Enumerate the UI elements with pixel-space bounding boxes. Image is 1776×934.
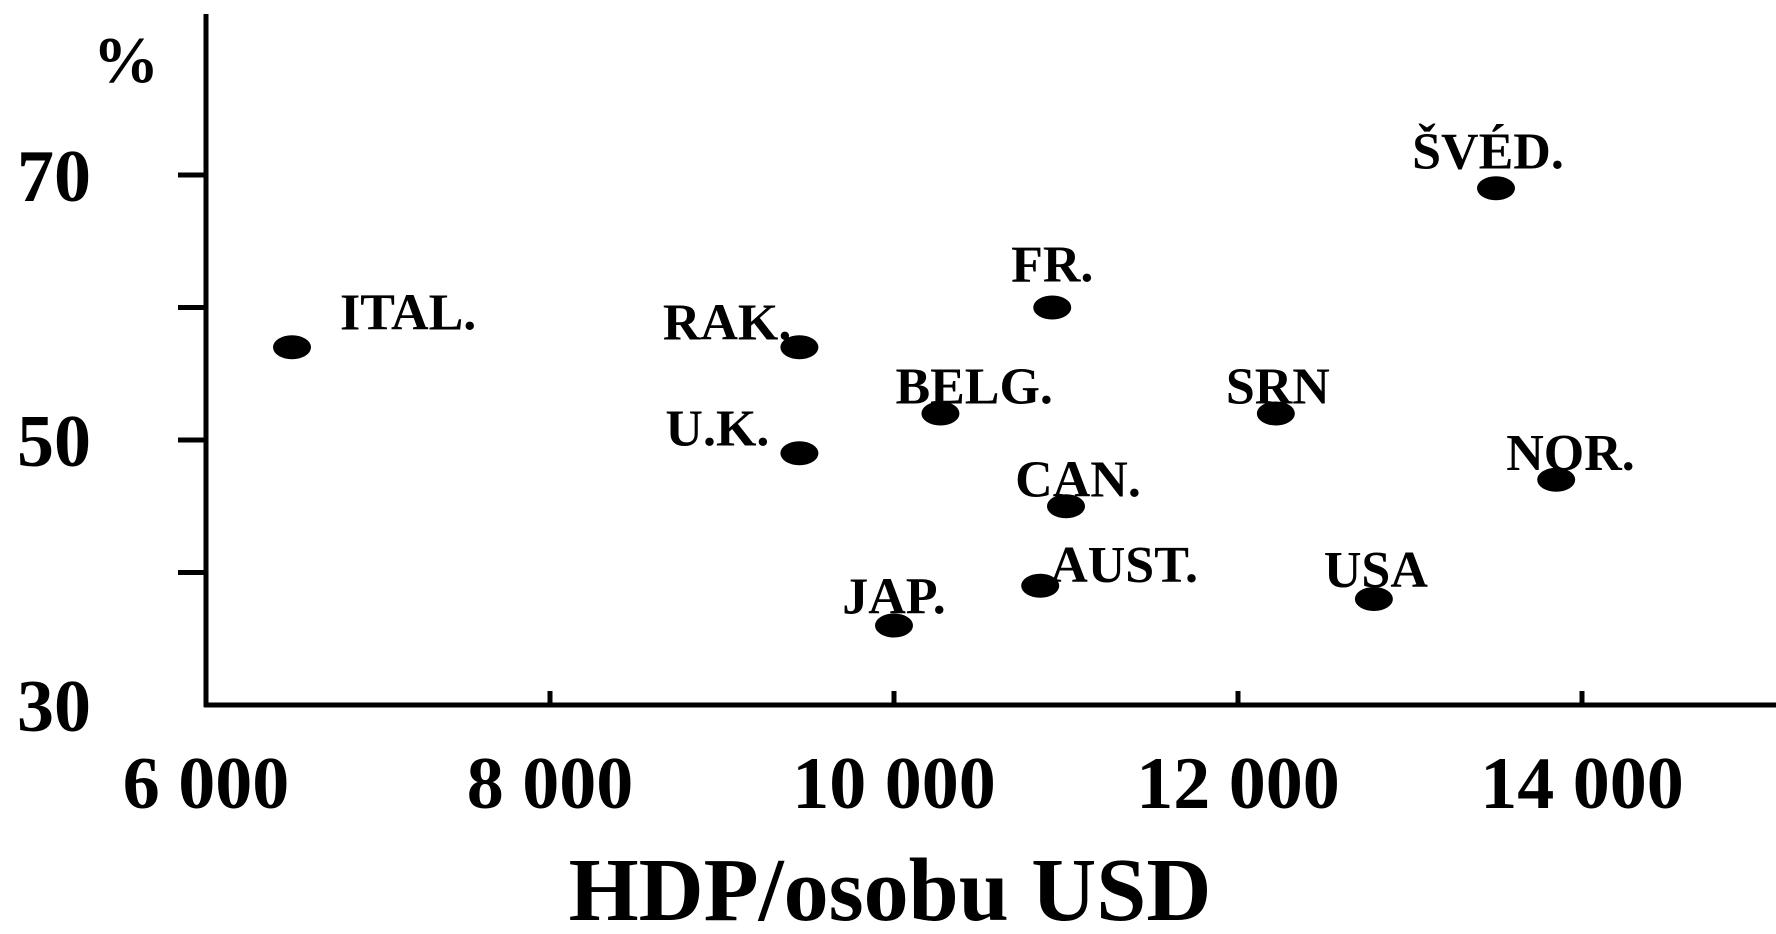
- x-tick-label: 12 000: [1136, 743, 1340, 825]
- data-point: [780, 335, 819, 360]
- data-label: NOR.: [1506, 425, 1635, 482]
- data-point: [1477, 176, 1515, 201]
- y-tick-label: 50: [17, 401, 91, 483]
- axes: 6 000 8 000 10 000 12 000 14 000 30 50 70: [17, 14, 1776, 825]
- data-label: ITAL.: [340, 284, 476, 341]
- y-axis-label: %: [93, 24, 159, 97]
- data-point: [921, 401, 960, 426]
- x-tick-label: 14 000: [1480, 743, 1684, 825]
- data-point: [1047, 494, 1085, 519]
- data-point: [1033, 295, 1072, 320]
- data-point: [1537, 467, 1576, 492]
- data-point: [875, 613, 913, 638]
- data-label: USA: [1324, 542, 1428, 599]
- x-tick-label: 10 000: [792, 743, 996, 825]
- data-label: AUST.: [1050, 537, 1198, 594]
- data-label: RAK.: [663, 294, 792, 351]
- data-label: SRN: [1226, 359, 1330, 416]
- data-point: [1256, 401, 1295, 426]
- point-labels: ITAL. RAK. U.K. BELG. FR. CAN. AUST. JAP. SRN USA…: [340, 122, 1635, 625]
- data-label: FR.: [1011, 237, 1093, 294]
- data-label: CAN.: [1015, 451, 1141, 508]
- data-point: [1021, 573, 1060, 598]
- x-axis-label: HDP/osobu USD: [569, 841, 1212, 934]
- data-label: BELG.: [895, 359, 1052, 416]
- data-label: JAP.: [842, 569, 946, 626]
- x-tick-label: 6 000: [123, 743, 290, 825]
- x-tick-label: 8 000: [467, 743, 634, 825]
- y-tick-label: 30: [17, 666, 91, 748]
- data-point: [780, 441, 819, 466]
- data-point: [1354, 587, 1393, 611]
- data-label: U.K.: [665, 400, 769, 457]
- data-point: [273, 335, 311, 360]
- data-points: [273, 176, 1576, 638]
- data-label: ŠVÉD.: [1412, 122, 1564, 180]
- y-tick-label: 70: [17, 136, 91, 218]
